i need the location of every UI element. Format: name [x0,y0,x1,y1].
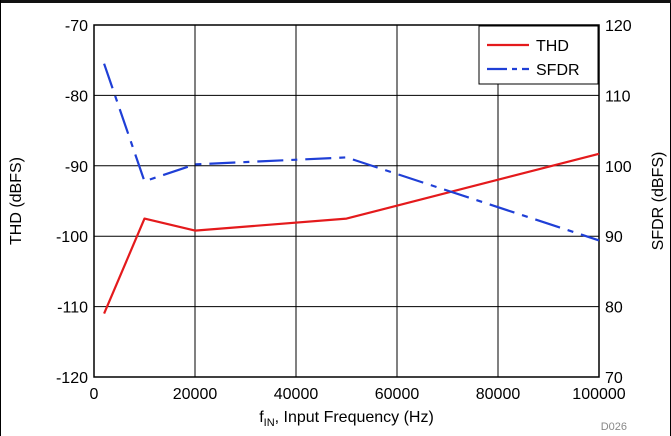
y-axis-right-label: SFDR (dBFS) [650,152,667,251]
legend-label-sfdr: SFDR [536,62,580,79]
y-right-tick-label: 80 [605,300,623,317]
top-border [1,0,671,3]
x-axis-label: fIN, Input Frequency (Hz) [259,409,434,429]
legend-box [478,25,599,85]
x-tick-label: 100000 [572,386,625,403]
y-left-tick-label: -120 [56,370,88,387]
x-axis-label-subscript: IN [264,417,275,429]
y-right-tick-label: 90 [605,229,623,246]
y-left-tick-label: -70 [65,18,88,35]
figure-id: D026 [601,421,627,433]
y-left-tick-label: -80 [65,88,88,105]
x-axis-label-rest: , Input Frequency (Hz) [275,409,434,426]
x-tick-label: 60000 [375,386,420,403]
y-right-tick-label: 110 [605,88,631,105]
x-tick-label: 40000 [274,386,319,403]
series-line-thd [103,152,600,315]
y-left-tick-label: -90 [65,159,88,176]
legend-label-thd: THD [536,38,569,55]
plot-border [93,24,600,378]
y-right-tick-label: 100 [605,159,632,176]
series-layer [103,63,600,315]
y-axis-left-label: THD (dBFS) [8,157,25,245]
y-left-tick-label: -100 [56,229,88,246]
tick-labels: 0 20000 40000 60000 80000 100000 -70 -80 -90 -100… [56,18,632,403]
y-right-tick-label: 120 [605,18,632,35]
y-right-tick-label: 70 [605,370,623,387]
x-tick-label: 80000 [476,386,521,403]
series-line-sfdr [103,63,600,242]
y-left-tick-label: -110 [57,300,88,317]
x-axis-label-main: f [259,409,264,426]
legend: THD SFDR [478,25,599,85]
x-tick-label: 20000 [173,386,218,403]
x-tick-label: 0 [90,386,99,403]
